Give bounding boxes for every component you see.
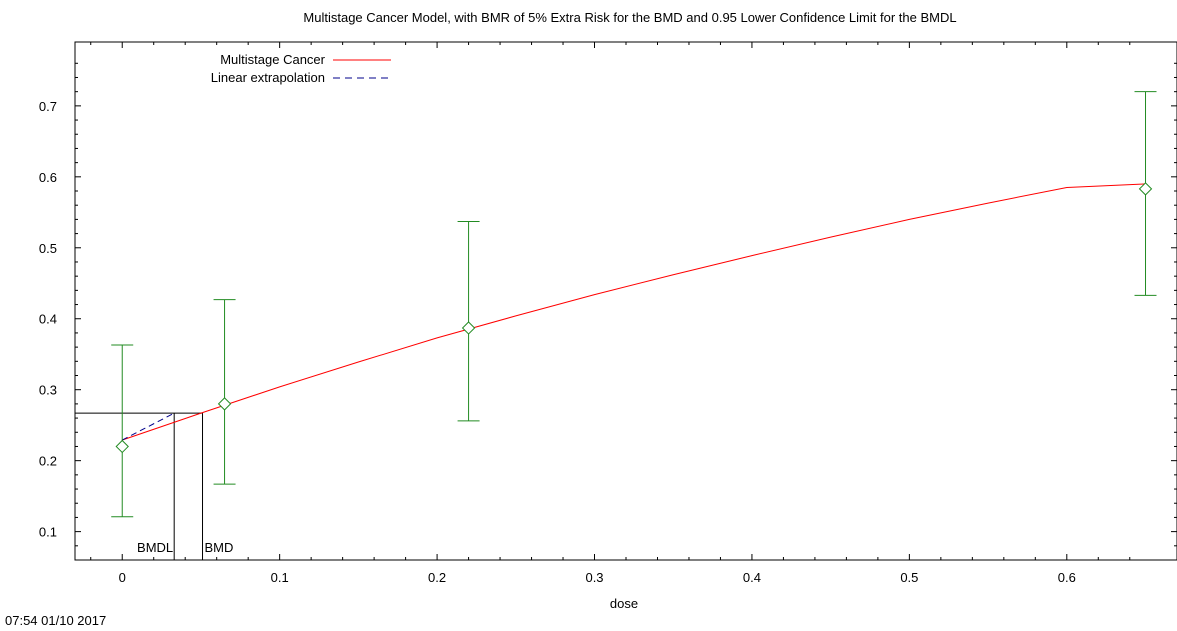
- data-point-diamond: [217, 397, 232, 411]
- y-tick-label: 0.5: [39, 241, 57, 256]
- y-tick-label: 0.7: [39, 99, 57, 114]
- data-point-group: [213, 299, 236, 485]
- linear-extrapolation-line: [121, 412, 175, 441]
- legend: Multistage Cancer Linear extrapolation: [211, 52, 391, 85]
- bmdl-label: BMDL: [137, 540, 173, 555]
- y-tick-label: 0.1: [39, 525, 57, 540]
- legend-label: Multistage Cancer: [220, 52, 325, 67]
- data-point-group: [1134, 91, 1157, 296]
- x-tick-label: 0: [119, 570, 126, 585]
- x-tick-label: 0.5: [900, 570, 918, 585]
- data-point-diamond: [461, 321, 476, 335]
- data-point-diamond: [1138, 182, 1153, 196]
- y-tick-label: 0.6: [39, 170, 57, 185]
- x-tick-label: 0.4: [743, 570, 761, 585]
- plot-frame: [74, 41, 1177, 561]
- x-tick-label: 0.1: [271, 570, 289, 585]
- model-curves: [121, 183, 1146, 441]
- chart-title: Multistage Cancer Model, with BMR of 5% …: [303, 10, 956, 25]
- y-tick-label: 0.3: [39, 383, 57, 398]
- y-tick-label: 0.4: [39, 312, 57, 327]
- x-tick-label: 0.3: [585, 570, 603, 585]
- x-tick-label: 0.2: [428, 570, 446, 585]
- y-axis: 0.1 0.2 0.3 0.4 0.5 0.6 0.7: [39, 62, 1177, 547]
- bmd-lines: BMDL BMD: [75, 412, 234, 560]
- legend-label: Linear extrapolation: [211, 70, 325, 85]
- x-axis: 0 0.1 0.2 0.3 0.4 0.5 0.6: [90, 42, 1131, 585]
- timestamp: 07:54 01/10 2017: [5, 613, 107, 628]
- bmd-label: BMD: [205, 540, 234, 555]
- y-tick-label: 0.2: [39, 454, 57, 469]
- x-axis-label: dose: [610, 596, 638, 611]
- model-curve-line: [122, 183, 1146, 441]
- data-point-group: [111, 344, 134, 518]
- data-point-group: [457, 221, 480, 422]
- data-point-diamond: [115, 439, 129, 454]
- x-tick-label: 0.6: [1058, 570, 1076, 585]
- observed-data: [111, 91, 1157, 518]
